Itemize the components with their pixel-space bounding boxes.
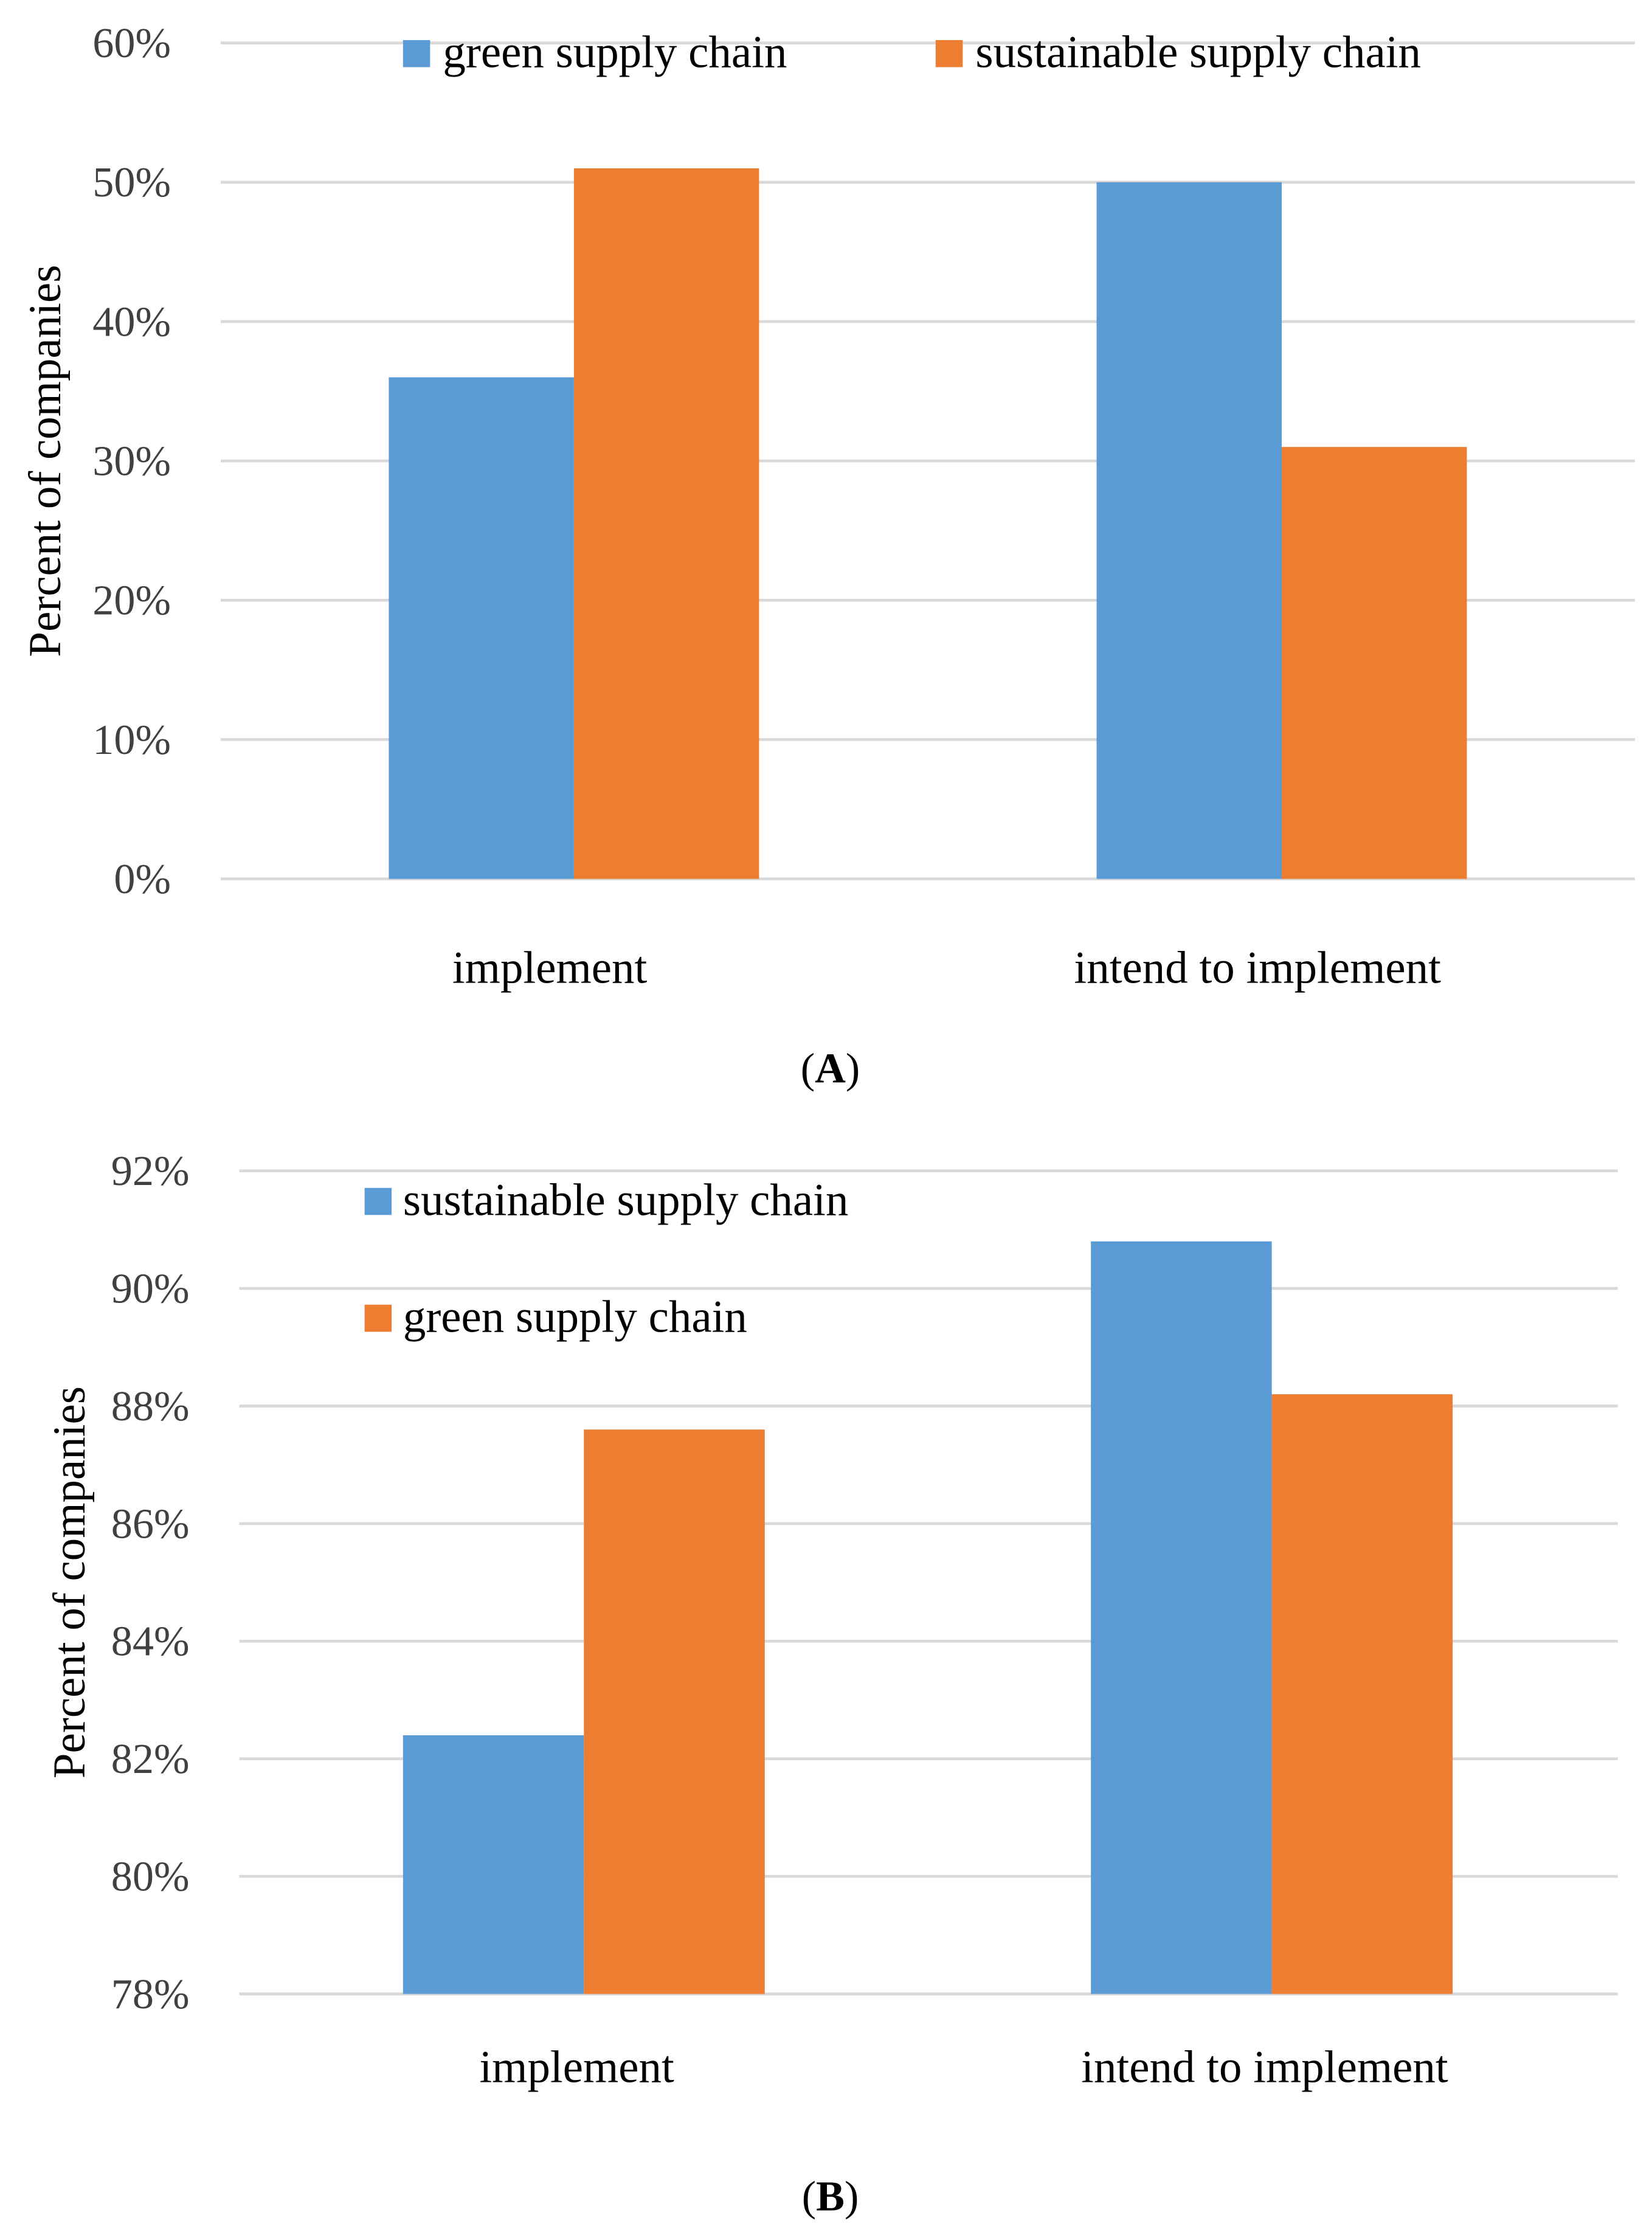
y-axis-label: Percent of companies: [20, 265, 71, 657]
x-category-label: intend to implement: [1081, 2042, 1448, 2093]
x-category-label: implement: [452, 943, 648, 993]
bar-sustainable-supply-chain-0: [573, 168, 759, 879]
x-category-label: intend to implement: [1074, 943, 1441, 993]
caption-paren: ): [846, 1045, 860, 1092]
bar-sustainable-supply-chain-1: [1091, 1241, 1272, 1994]
caption-paren: (: [801, 1045, 815, 1092]
y-axis-label: Percent of companies: [44, 1386, 95, 1778]
y-tick-label: 80%: [111, 1853, 190, 1901]
legend-label: green supply chain: [403, 1291, 747, 1342]
legend-label: sustainable supply chain: [975, 27, 1421, 77]
bar-green-supply-chain-1: [1096, 182, 1282, 879]
caption-letter: A: [815, 1045, 846, 1092]
y-tick-label: 84%: [111, 1618, 190, 1665]
chart-A: 0% 10% 20% 30% 40% 50% 60% implement intend to i…: [20, 19, 1635, 1092]
caption-paren: (: [802, 2173, 816, 2220]
y-tick-label: 90%: [111, 1265, 190, 1313]
legend-swatch: [935, 40, 963, 67]
bar-green-supply-chain-1: [1271, 1394, 1453, 1994]
y-tick-label: 40%: [92, 298, 171, 345]
panel-caption: (A): [801, 1045, 860, 1092]
legend-swatch: [403, 40, 430, 67]
y-tick-label: 30%: [92, 437, 171, 485]
y-tick-label: 86%: [111, 1500, 190, 1547]
legend-label: sustainable supply chain: [403, 1175, 849, 1225]
y-tick-label: 0%: [114, 855, 171, 903]
y-tick-label: 50%: [92, 159, 171, 206]
y-tick-label: 10%: [92, 716, 171, 764]
x-category-label: implement: [479, 2042, 674, 2093]
y-tick-label: 88%: [111, 1383, 190, 1430]
legend-swatch: [364, 1304, 392, 1332]
y-tick-label: 82%: [111, 1735, 190, 1783]
bar-green-supply-chain-0: [389, 377, 574, 879]
y-tick-label: 60%: [92, 19, 171, 67]
y-tick-label: 78%: [111, 1971, 190, 2018]
bar-sustainable-supply-chain-0: [403, 1735, 584, 1994]
legend-swatch: [364, 1187, 392, 1215]
caption-letter: B: [816, 2173, 845, 2220]
y-tick-label: 92%: [111, 1147, 190, 1195]
bar-green-supply-chain-0: [584, 1429, 765, 1994]
y-tick-label: 20%: [92, 577, 171, 624]
legend-label: green supply chain: [443, 27, 787, 77]
bar-sustainable-supply-chain-1: [1282, 447, 1467, 879]
chart-B: 78% 80% 82% 84% 86% 88% 90% 92% implement intend …: [44, 1147, 1618, 2220]
caption-paren: ): [845, 2173, 859, 2220]
panel-caption: (B): [802, 2173, 859, 2220]
